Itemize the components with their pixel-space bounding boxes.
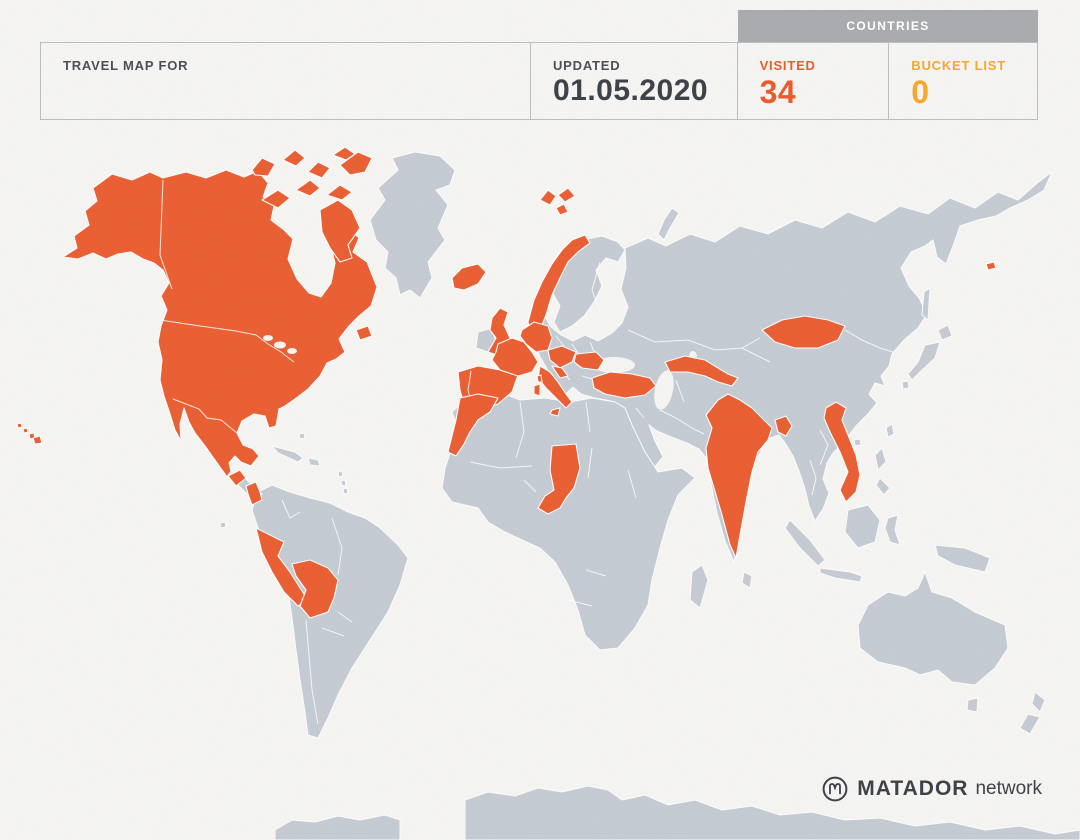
brand-suffix: network [975, 778, 1042, 799]
tab-countries-label: COUNTRIES [846, 19, 930, 33]
header-panel: TRAVEL MAP FOR UPDATED 01.05.2020 VISITE… [40, 42, 1038, 120]
header-cell-visited: VISITED 34 [736, 43, 889, 119]
header-cell-travel-map-for: TRAVEL MAP FOR [41, 43, 530, 119]
bucket-list-label: BUCKET LIST [911, 58, 1007, 73]
tab-countries[interactable]: COUNTRIES [738, 10, 1038, 42]
updated-date: 01.05.2020 [552, 74, 709, 107]
updated-label: UPDATED [552, 58, 621, 73]
bucket-list-count: 0 [911, 74, 930, 110]
matador-network-logo: MATADOR network [822, 774, 1042, 804]
brand-name: MATADOR [857, 777, 969, 800]
travel-map-for-label: TRAVEL MAP FOR [63, 58, 189, 73]
header-cell-updated: UPDATED 01.05.2020 [529, 43, 737, 119]
matador-m-circle-icon [822, 776, 848, 802]
header-cell-bucket-list: BUCKET LIST 0 [888, 43, 1037, 119]
visited-count: 34 [759, 74, 797, 110]
visited-label: VISITED [759, 58, 816, 73]
